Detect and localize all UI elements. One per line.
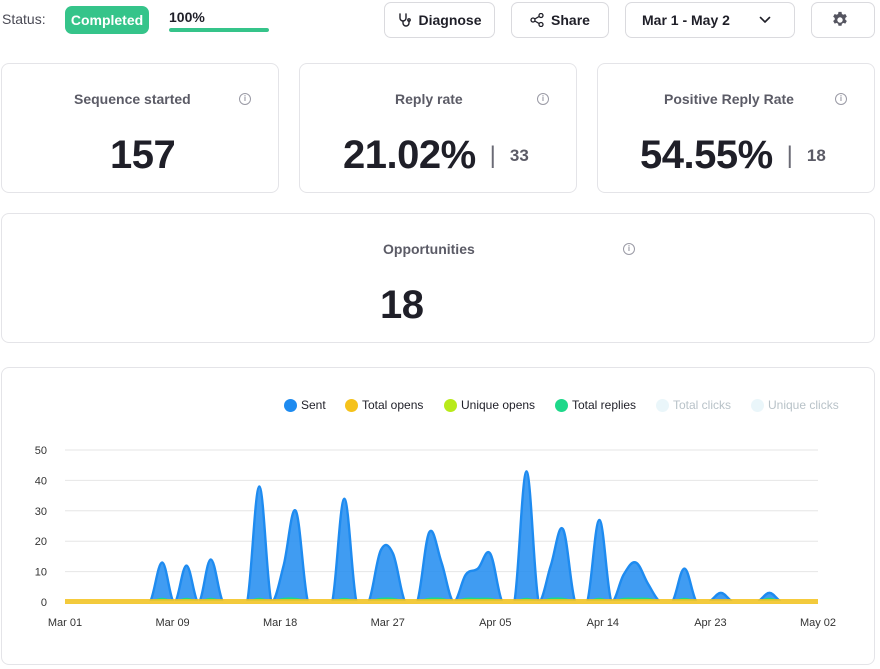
chevron-down-icon	[759, 16, 771, 23]
date-range-label: Mar 1 - May 2	[642, 12, 730, 28]
card-value: 54.55%	[640, 133, 773, 177]
legend-dot	[751, 398, 764, 412]
x-tick-label: Mar 27	[371, 617, 405, 629]
y-tick-label: 20	[35, 536, 47, 548]
card-title: Positive Reply Rate	[664, 91, 794, 107]
card-title: Opportunities	[383, 241, 475, 257]
x-tick-label: Mar 09	[155, 617, 189, 629]
status-badge: Completed	[65, 6, 149, 34]
legend-label: Total clicks	[673, 398, 732, 412]
value-separator: |	[489, 141, 496, 169]
status-label: Status:	[2, 11, 46, 27]
card-sequence-started: Sequence started i 157	[1, 63, 279, 193]
value-separator: |	[786, 141, 793, 169]
card-value: 157	[110, 133, 176, 177]
legend-item[interactable]: Total opens	[345, 398, 423, 412]
legend-label: Unique opens	[461, 398, 536, 412]
legend-item[interactable]: Unique opens	[444, 398, 535, 412]
share-label: Share	[551, 12, 590, 28]
x-tick-label: Apr 05	[479, 617, 511, 629]
x-tick-label: May 02	[800, 617, 836, 629]
progress-bar	[169, 28, 269, 32]
y-tick-label: 30	[35, 506, 47, 518]
card-value: 18	[380, 283, 424, 327]
legend-label: Sent	[301, 398, 326, 412]
x-tick-label: Apr 14	[587, 617, 619, 629]
legend-label: Unique clicks	[768, 398, 839, 412]
legend-dot	[444, 398, 457, 412]
progress-percent: 100%	[169, 9, 205, 25]
baseline-band	[65, 599, 818, 604]
y-tick-label: 0	[41, 597, 47, 609]
settings-button[interactable]	[811, 2, 875, 38]
card-value-row: 21.02% | 33	[343, 133, 529, 178]
card-positive-reply-rate: Positive Reply Rate i 54.55% | 18	[597, 63, 875, 193]
legend-item[interactable]: Total replies	[555, 398, 636, 412]
card-title: Sequence started	[74, 91, 191, 107]
x-tick-label: Mar 01	[48, 617, 82, 629]
legend-item[interactable]: Total clicks	[656, 398, 731, 412]
x-tick-label: Mar 18	[263, 617, 297, 629]
legend-dot	[284, 398, 297, 412]
share-button[interactable]: Share	[511, 2, 609, 38]
chart-card	[1, 367, 875, 665]
progress-fill	[169, 28, 269, 32]
legend-item[interactable]: Sent	[284, 398, 326, 412]
legend-dot	[345, 398, 358, 412]
legend-dot	[555, 398, 568, 412]
diagnose-button[interactable]: Diagnose	[384, 2, 495, 38]
diagnose-label: Diagnose	[418, 12, 482, 28]
legend-label: Total opens	[362, 398, 424, 412]
card-reply-rate: Reply rate i 21.02% | 33	[299, 63, 577, 193]
card-value-row: 54.55% | 18	[640, 133, 826, 178]
card-subvalue: 18	[806, 145, 826, 165]
y-tick-label: 40	[35, 475, 47, 487]
share-icon	[530, 13, 544, 27]
stethoscope-icon	[399, 13, 412, 27]
info-icon[interactable]: i	[537, 93, 549, 105]
card-subvalue: 33	[509, 145, 529, 165]
date-range-select[interactable]: Mar 1 - May 2	[625, 2, 795, 38]
series-area-sent	[65, 471, 818, 602]
legend-label: Total replies	[572, 398, 637, 412]
info-icon[interactable]: i	[835, 93, 847, 105]
info-icon[interactable]: i	[623, 243, 635, 255]
y-tick-label: 50	[35, 445, 47, 457]
y-tick-label: 10	[35, 567, 47, 579]
card-title: Reply rate	[395, 91, 463, 107]
gear-icon	[832, 11, 847, 26]
legend-dot	[656, 398, 669, 412]
card-value: 21.02%	[343, 133, 476, 177]
x-tick-label: Apr 23	[694, 617, 726, 629]
legend-item[interactable]: Unique clicks	[751, 398, 839, 412]
card-opportunities: Opportunities i 18	[1, 213, 875, 343]
info-icon[interactable]: i	[239, 93, 251, 105]
